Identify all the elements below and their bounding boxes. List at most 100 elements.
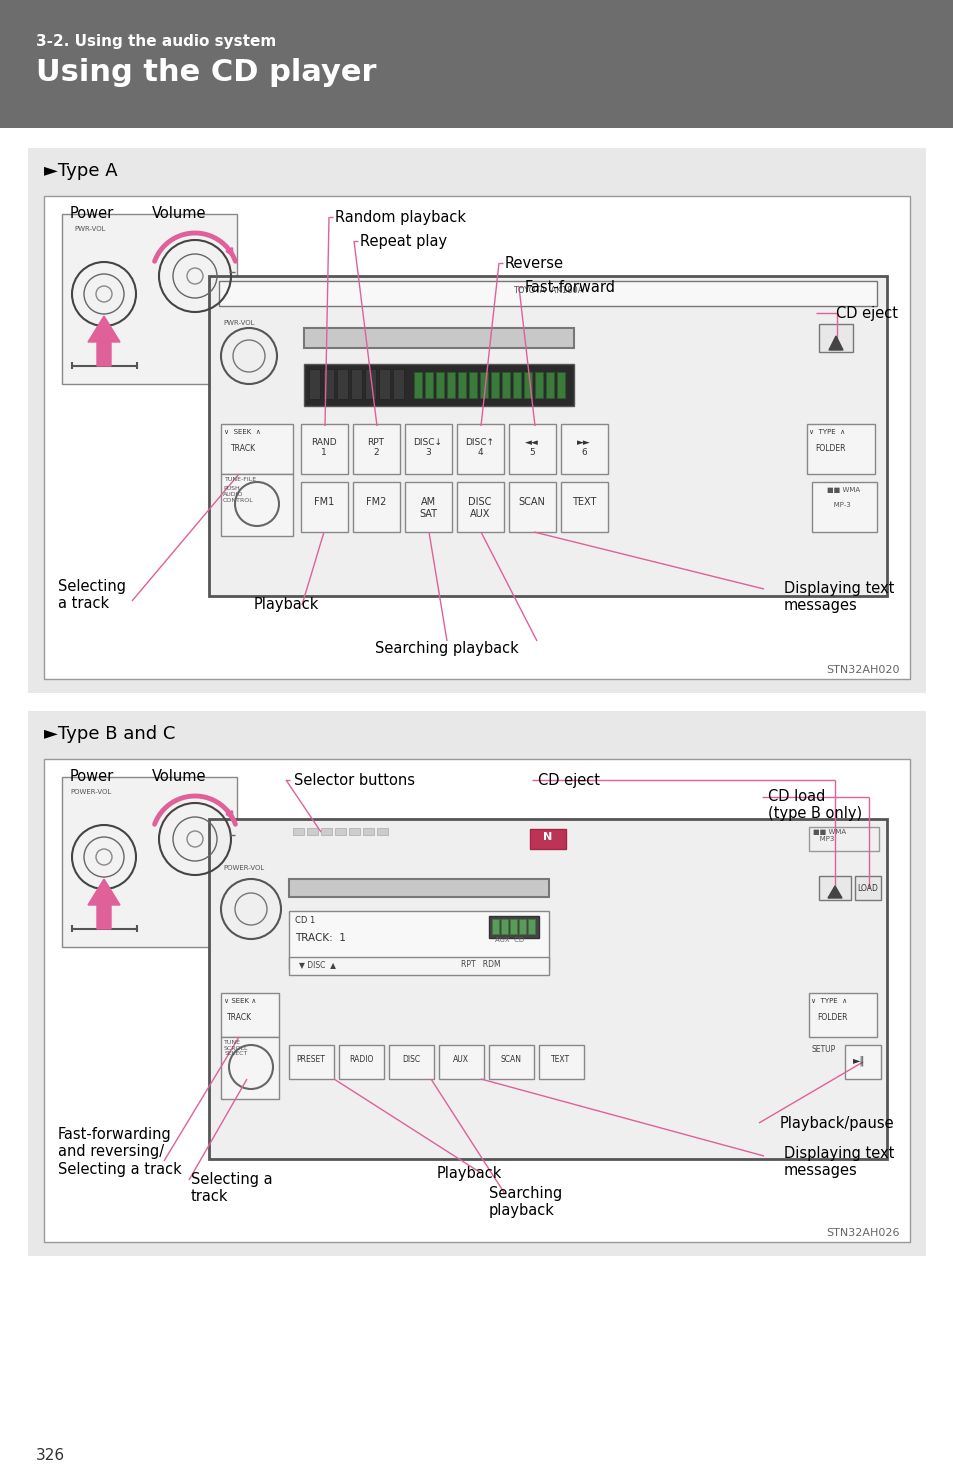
Bar [489,1044,534,1080]
Bar [414,372,421,398]
Bar [221,1037,278,1099]
Text: TRACK: TRACK [231,444,255,453]
Text: AUX  CD: AUX CD [495,937,523,943]
Bar [509,423,556,473]
Text: TUNE
SCROLL: TUNE SCROLL [224,1040,248,1050]
Bar [0,0,953,128]
Text: RADIO: RADIO [349,1055,373,1063]
Bar [523,372,532,398]
Text: ■■ WMA
   MP3: ■■ WMA MP3 [812,829,845,842]
Bar [62,214,236,384]
Text: SELECT: SELECT [225,1052,248,1056]
Text: Repeat play: Repeat play [359,235,447,249]
Bar [289,912,548,969]
Text: Playback: Playback [253,597,319,612]
Text: Volume: Volume [152,768,206,785]
Text: SCAN: SCAN [518,497,545,507]
Text: FOLDER: FOLDER [816,1013,846,1022]
Polygon shape [88,879,120,929]
Bar [557,372,564,398]
Text: DISC: DISC [401,1055,419,1063]
Text: Selecting
a track: Selecting a track [58,580,126,612]
Text: FM2: FM2 [365,497,386,507]
Text: FOLDER: FOLDER [814,444,844,453]
Bar [510,919,517,934]
Text: SETUP: SETUP [811,1044,836,1055]
Text: Fast-forward: Fast-forward [524,280,616,295]
Text: N: N [543,832,552,842]
Text: PRESET: PRESET [296,1055,325,1063]
Bar [436,372,443,398]
Bar [376,827,388,835]
Bar [336,369,348,400]
Bar [304,364,574,406]
Text: TEXT: TEXT [551,1055,570,1063]
Bar [320,827,332,835]
Bar [811,482,876,532]
Text: ∨ SEEK ∧: ∨ SEEK ∧ [224,999,256,1004]
Text: Volume: Volume [152,207,206,221]
Bar [363,827,374,835]
Bar [509,482,556,532]
Text: TRACK: TRACK [227,1013,252,1022]
Bar [457,372,465,398]
Bar [301,423,348,473]
Text: PUSH
AUDIO
CONTROL: PUSH AUDIO CONTROL [223,485,253,503]
Polygon shape [827,886,841,898]
Bar [351,369,361,400]
Text: ►‖: ►‖ [852,1055,864,1065]
Text: DISC
AUX: DISC AUX [468,497,491,519]
Text: ►Type A: ►Type A [44,162,117,180]
Bar [289,957,548,975]
Text: TUNE-FILE: TUNE-FILE [225,476,257,482]
Bar [560,482,607,532]
Text: RAND
1: RAND 1 [311,438,336,457]
Bar [560,423,607,473]
Text: STN32AH020: STN32AH020 [825,665,899,676]
Text: DISC↑
4: DISC↑ 4 [465,438,494,457]
Bar [808,993,876,1037]
Text: PWR-VOL: PWR-VOL [223,320,254,326]
Text: Power: Power [70,768,114,785]
Bar [338,1044,384,1080]
Bar [489,916,538,938]
Text: Random playback: Random playback [335,209,465,226]
Bar [854,876,880,900]
Text: 326: 326 [36,1448,65,1463]
Bar [492,919,498,934]
Text: PWR-VOL: PWR-VOL [74,226,106,232]
Text: TRACK:  1: TRACK: 1 [294,934,346,943]
Bar [307,827,317,835]
Bar [44,196,909,678]
Text: MP-3: MP-3 [826,502,850,507]
Bar [479,372,488,398]
Bar [301,482,348,532]
Text: STN32AH026: STN32AH026 [825,1229,899,1238]
Polygon shape [828,336,842,350]
Bar [28,711,925,1257]
Text: CD eject: CD eject [537,773,599,788]
Text: CD eject: CD eject [835,305,897,322]
Text: ▼ DISC  ▲: ▼ DISC ▲ [298,960,335,969]
Text: CD 1: CD 1 [294,916,314,925]
Text: Selector buttons: Selector buttons [294,773,415,788]
Bar [349,827,359,835]
Text: LOAD: LOAD [856,884,877,892]
Text: FM1: FM1 [314,497,334,507]
Bar [545,372,554,398]
Bar [323,369,334,400]
Text: Selecting a
track: Selecting a track [191,1173,273,1205]
Bar [44,760,909,1242]
Text: RPT
2: RPT 2 [367,438,384,457]
Text: Searching playback: Searching playback [375,642,518,656]
Bar [365,369,375,400]
Text: Displaying text
messages: Displaying text messages [782,581,893,614]
Bar [209,276,886,596]
Text: AM
SAT: AM SAT [418,497,436,519]
Text: 3-2. Using the audio system: 3-2. Using the audio system [36,34,276,49]
Bar [424,372,433,398]
Text: DISC↓
3: DISC↓ 3 [413,438,442,457]
Text: ◄◄
5: ◄◄ 5 [524,438,538,457]
Text: Displaying text
messages: Displaying text messages [782,1146,893,1179]
Bar [818,324,852,353]
